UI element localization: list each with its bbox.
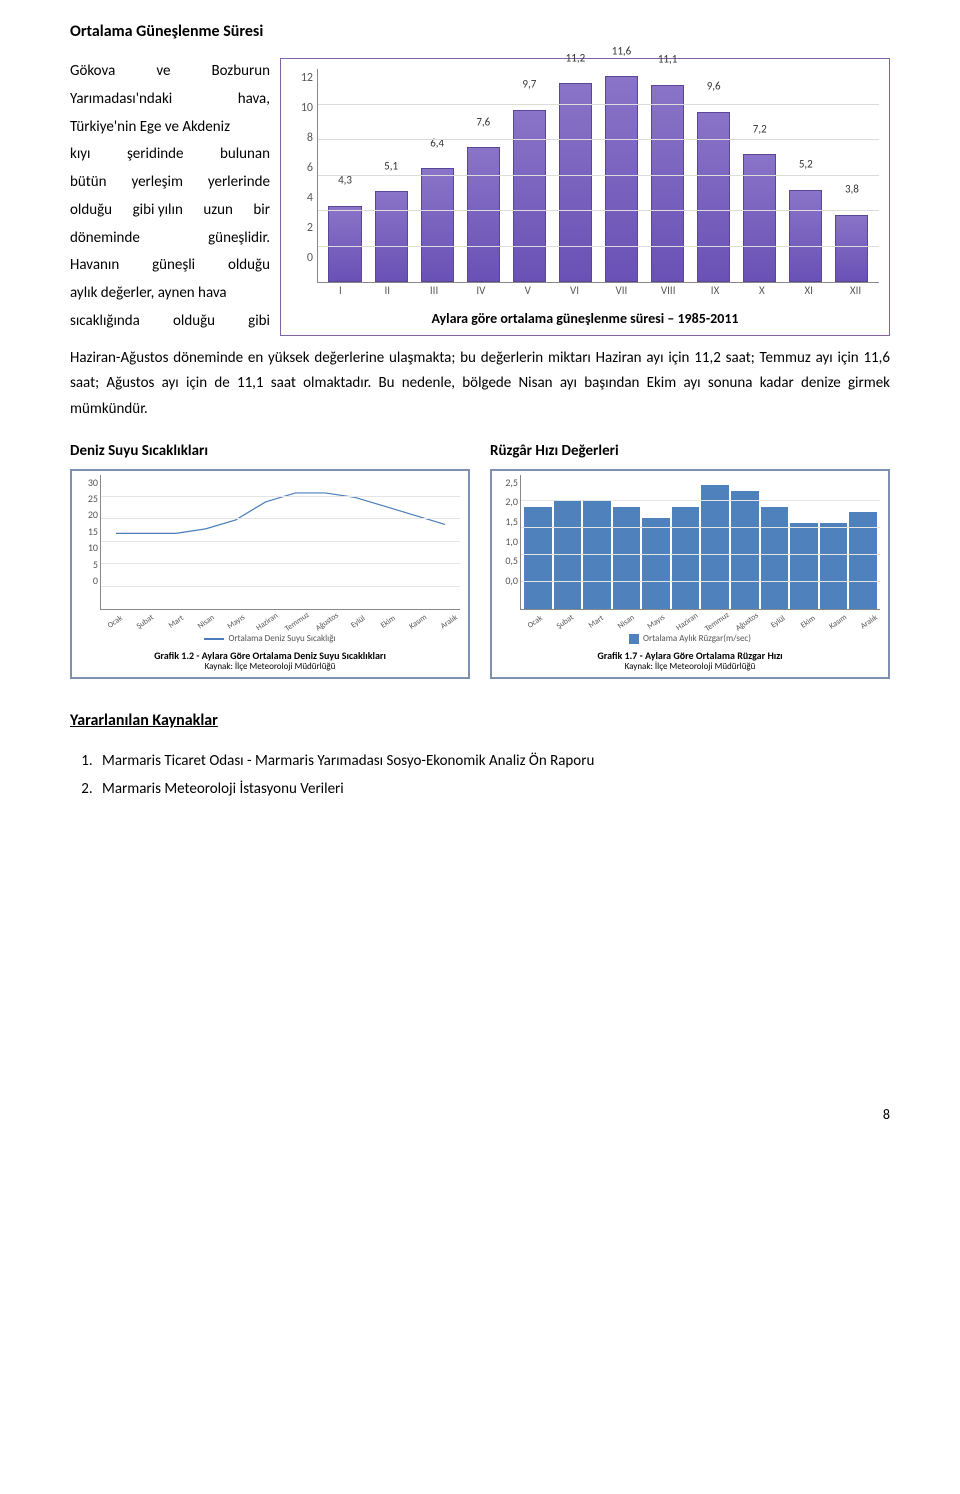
intro-text: GökovaveBozburunYarımadası'ndakihava,Tür… — [70, 58, 270, 336]
bar-chart-caption: Aylara göre ortalama güneşlenme süresi –… — [291, 308, 879, 329]
reference-item: Marmaris Meteoroloji İstasyonu Verileri — [96, 775, 890, 804]
y-axis: 121086420 — [291, 69, 317, 283]
bar-plot: 4,35,16,47,69,711,211,611,19,67,25,23,8 — [317, 69, 879, 283]
sea-temp-column: Deniz Suyu Sıcaklıkları 302520151050 Oca… — [70, 440, 470, 679]
sunlight-bar-chart: 121086420 4,35,16,47,69,711,211,611,19,6… — [280, 58, 890, 336]
sea-x-axis: OcakŞubatMartNisanMayısHaziranTemmuzAğus… — [100, 610, 464, 622]
sea-plot — [100, 475, 460, 611]
top-row: GökovaveBozburunYarımadası'ndakihava,Tür… — [70, 58, 890, 336]
two-column-charts: Deniz Suyu Sıcaklıkları 302520151050 Oca… — [70, 440, 890, 679]
x-axis: IIIIIIIVVVIVIIVIIIIXXXIXII — [317, 283, 879, 300]
section-title-sunlight: Ortalama Güneşlenme Süresi — [70, 20, 890, 44]
wind-plot — [520, 475, 880, 611]
sea-temp-title: Deniz Suyu Sıcaklıkları — [70, 440, 470, 463]
sea-temp-chart: 302520151050 OcakŞubatMartNisanMayısHazi… — [70, 469, 470, 679]
wind-legend: Ortalama Aylık Rüzgar(m/sec) — [496, 632, 884, 646]
reference-item: Marmaris Ticaret Odası - Marmaris Yarıma… — [96, 747, 890, 776]
wind-caption: Grafik 1.7 - Aylara Göre Ortalama Rüzgar… — [496, 650, 884, 673]
wind-title: Rüzgâr Hızı Değerleri — [490, 440, 890, 463]
wind-column: Rüzgâr Hızı Değerleri 2,52,01,51,00,50,0… — [490, 440, 890, 679]
sea-legend: Ortalama Deniz Suyu Sıcaklığı — [76, 632, 464, 646]
sea-caption: Grafik 1.2 - Aylara Göre Ortalama Deniz … — [76, 650, 464, 673]
wind-chart: 2,52,01,51,00,50,0 OcakŞubatMartNisanMay… — [490, 469, 890, 679]
references-title: Yararlanılan Kaynaklar — [70, 709, 890, 733]
body-paragraph: Haziran-Ağustos döneminde en yüksek değe… — [70, 346, 890, 423]
wind-y-axis: 2,52,01,51,00,50,0 — [496, 475, 520, 611]
wind-x-axis: OcakŞubatMartNisanMayısHaziranTemmuzAğus… — [520, 610, 884, 622]
references-list: Marmaris Ticaret Odası - Marmaris Yarıma… — [70, 747, 890, 804]
sea-y-axis: 302520151050 — [76, 475, 100, 611]
page-number: 8 — [70, 1104, 890, 1125]
